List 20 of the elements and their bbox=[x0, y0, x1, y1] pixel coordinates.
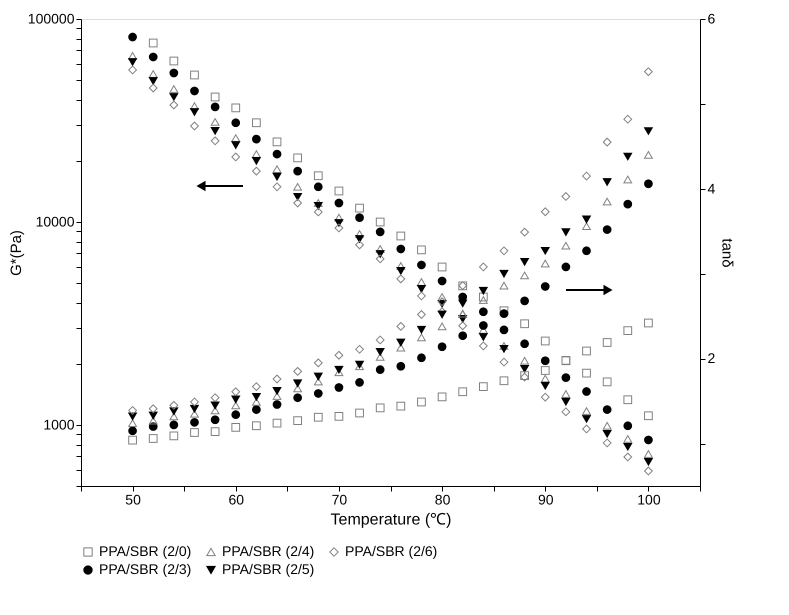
y-tick-label: 1000 bbox=[43, 416, 75, 432]
y-axis-title: G*(Pa) bbox=[8, 230, 25, 276]
legend-label: PPA/SBR (2/5) bbox=[222, 561, 314, 577]
legend-label: PPA/SBR (2/3) bbox=[99, 561, 192, 577]
y2-axis-title: tanδ bbox=[718, 238, 736, 268]
legend-label: PPA/SBR (2/0) bbox=[99, 543, 192, 559]
y2-tick-label: 6 bbox=[708, 10, 716, 26]
legend-label: PPA/SBR (2/4) bbox=[222, 543, 314, 559]
y2-tick-label: 2 bbox=[708, 350, 716, 366]
x-tick-label: 100 bbox=[637, 492, 661, 508]
y-tick-label: 10000 bbox=[36, 213, 75, 230]
x-tick-label: 70 bbox=[332, 492, 348, 508]
x-tick-label: 50 bbox=[125, 492, 142, 508]
x-tick-label: 90 bbox=[538, 492, 554, 508]
x-tick-label: 60 bbox=[228, 492, 244, 508]
x-tick-label: 80 bbox=[434, 492, 451, 508]
y2-tick-label: 4 bbox=[708, 180, 716, 196]
x-axis-title: Temperature (℃) bbox=[330, 512, 452, 528]
y-tick-label: 100000 bbox=[28, 10, 75, 26]
legend-label: PPA/SBR (2/6) bbox=[345, 543, 438, 559]
